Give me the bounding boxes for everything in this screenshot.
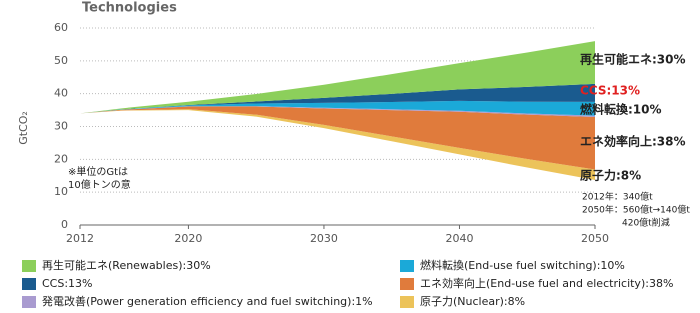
legend-label: CCS:13% bbox=[42, 277, 93, 290]
area bbox=[80, 100, 595, 116]
legend-label: 燃料転換(End-use fuel switching):10% bbox=[420, 258, 625, 272]
legend-swatch bbox=[400, 260, 414, 272]
annotation: 2012年：340億t bbox=[582, 191, 653, 203]
legend-label: 原子力(Nuclear):8% bbox=[420, 295, 525, 308]
wedge-label: 燃料転換:10% bbox=[580, 102, 662, 117]
chart-title: Technologies bbox=[82, 1, 177, 16]
wedge-label: 原子力:8% bbox=[580, 168, 641, 183]
legend-swatch bbox=[22, 296, 36, 308]
area bbox=[80, 41, 595, 114]
wedge-label: CCS:13% bbox=[580, 84, 640, 98]
annotation: ※単位のGtは bbox=[68, 165, 128, 178]
legend-swatch bbox=[400, 296, 414, 308]
x-tick-label: 2030 bbox=[310, 232, 338, 245]
x-tick-label: 2040 bbox=[445, 232, 473, 245]
legend-label: 再生可能エネ(Renewables):30% bbox=[42, 258, 211, 272]
y-axis-label: GtCO₂ bbox=[17, 111, 30, 145]
legend-label: 発電改善(Power generation efficiency and fue… bbox=[42, 294, 373, 308]
area bbox=[80, 106, 595, 170]
y-tick-label: 60 bbox=[54, 21, 68, 34]
y-tick-label: 20 bbox=[54, 152, 68, 165]
x-tick-label: 2050 bbox=[581, 232, 609, 245]
y-tick-label: 0 bbox=[61, 218, 68, 231]
x-tick-label: 2020 bbox=[174, 232, 202, 245]
legend-swatch bbox=[400, 278, 414, 290]
annotation: 420億t削減 bbox=[622, 217, 670, 229]
annotation: 2050年：560億t→140億t bbox=[582, 204, 690, 216]
area bbox=[80, 106, 595, 117]
wedge-label: エネ効率向上:38% bbox=[580, 134, 686, 149]
y-tick-label: 10 bbox=[54, 185, 68, 198]
area bbox=[80, 83, 595, 114]
y-tick-label: 30 bbox=[54, 120, 68, 133]
y-tick-label: 50 bbox=[54, 54, 68, 67]
x-tick-label: 2012 bbox=[66, 232, 94, 245]
annotation: 10億トンの意 bbox=[68, 178, 131, 191]
legend-swatch bbox=[22, 278, 36, 290]
legend-label: エネ効率向上(End-use fuel and electricity):38% bbox=[420, 276, 673, 290]
wedge-label: 再生可能エネ:30% bbox=[580, 52, 686, 67]
y-tick-label: 40 bbox=[54, 87, 68, 100]
legend-swatch bbox=[22, 260, 36, 272]
